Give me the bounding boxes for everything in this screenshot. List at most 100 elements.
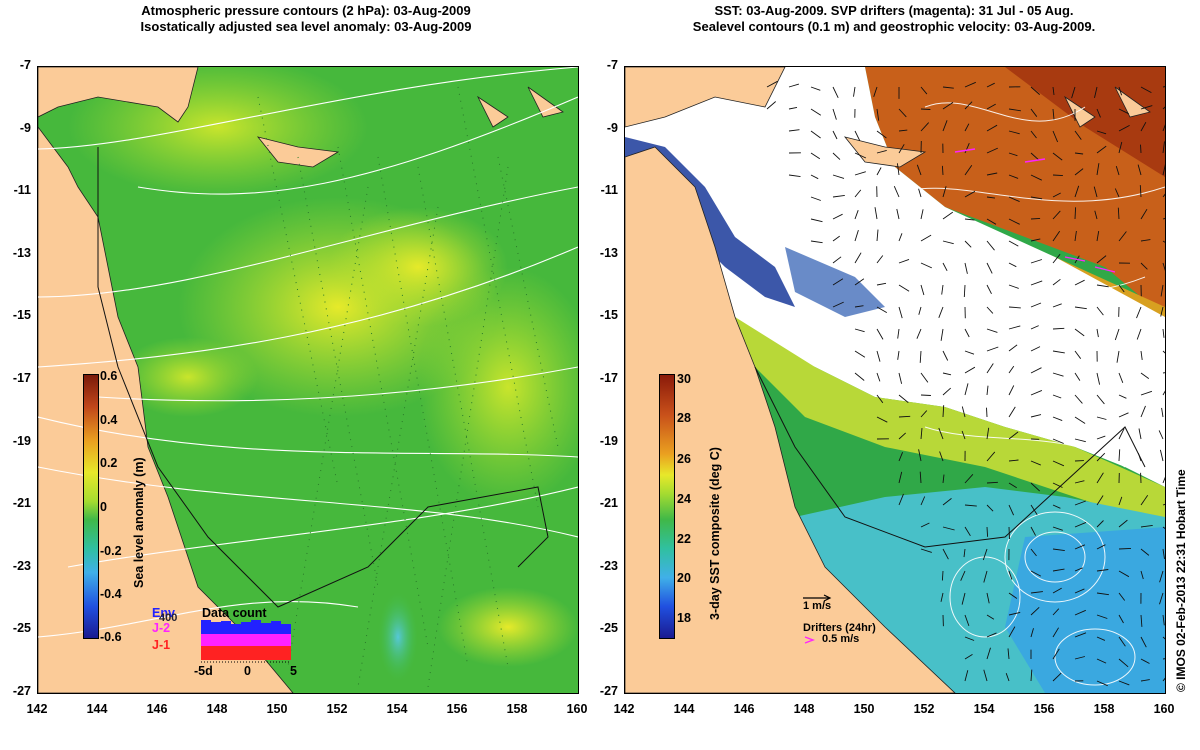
velocity-arrow bbox=[832, 194, 845, 198]
velocity-arrow bbox=[938, 306, 944, 318]
velocity-arrow bbox=[916, 328, 922, 339]
velocity-arrow bbox=[942, 186, 947, 198]
velocity-arrow bbox=[1160, 284, 1164, 297]
velocity-arrow bbox=[1140, 372, 1150, 379]
velocity-arrow bbox=[810, 174, 819, 180]
velocity-arrow bbox=[1118, 394, 1127, 399]
velocity-arrow bbox=[1008, 284, 1019, 289]
velocity-arrow bbox=[876, 255, 884, 264]
velocity-arrow bbox=[832, 256, 842, 264]
velocity-arrow bbox=[942, 548, 949, 560]
velocity-arrow bbox=[964, 81, 976, 88]
new-guinea-landmass bbox=[625, 67, 786, 128]
velocity-arrow bbox=[963, 284, 966, 298]
velocity-arrow bbox=[1096, 163, 1100, 176]
velocity-arrow bbox=[1162, 240, 1165, 243]
velocity-arrow bbox=[942, 387, 952, 396]
velocity-arrow bbox=[896, 208, 900, 220]
velocity-arrow bbox=[832, 130, 838, 140]
velocity-scale-arrow bbox=[803, 594, 832, 602]
velocity-arrow bbox=[1118, 680, 1130, 686]
velocity-arrow bbox=[1008, 365, 1015, 374]
velocity-arrow bbox=[942, 240, 954, 245]
australia-landmass bbox=[38, 67, 294, 693]
velocity-arrow bbox=[1005, 673, 1010, 682]
australia-landmass bbox=[625, 146, 956, 693]
velocity-arrow bbox=[1140, 405, 1146, 418]
velocity-arrow bbox=[1162, 526, 1165, 530]
velocity-arrow bbox=[1074, 609, 1086, 616]
velocity-arrow bbox=[810, 240, 823, 244]
left-cbar-tick: 0.4 bbox=[100, 413, 118, 427]
velocity-arrow bbox=[1118, 412, 1129, 418]
velocity-arrow bbox=[1118, 519, 1128, 528]
left-cbar-tick: -0.4 bbox=[100, 587, 122, 601]
velocity-arrow bbox=[986, 284, 992, 295]
velocity-arrow bbox=[918, 188, 922, 198]
left-cbar-tick: 0.2 bbox=[100, 456, 118, 470]
velocity-arrow bbox=[920, 522, 930, 528]
velocity-arrow bbox=[1008, 611, 1021, 616]
velocity-arrow bbox=[1052, 210, 1061, 220]
velocity-arrow bbox=[876, 306, 888, 313]
velocity-arrow bbox=[854, 350, 866, 358]
velocity-arrow bbox=[1118, 428, 1125, 440]
velocity-arrow bbox=[1030, 591, 1043, 594]
velocity-arrow bbox=[942, 474, 945, 484]
velocity-arrow bbox=[1074, 416, 1086, 424]
velocity-arrow bbox=[1115, 165, 1120, 176]
velocity-arrow bbox=[1030, 130, 1037, 139]
velocity-arrow bbox=[1052, 130, 1059, 143]
velocity-arrow bbox=[1136, 306, 1142, 319]
velocity-arrow bbox=[1074, 500, 1086, 506]
velocity-arrow bbox=[1096, 306, 1104, 316]
velocity-arrow bbox=[876, 167, 882, 176]
y-tick-label: -7 bbox=[606, 58, 618, 72]
velocity-arrow bbox=[1162, 476, 1165, 484]
velocity-arrow bbox=[1008, 306, 1021, 309]
velocity-arrow bbox=[986, 103, 996, 110]
velocity-arrow bbox=[1030, 217, 1041, 220]
velocity-arrow bbox=[832, 108, 837, 120]
velocity-arrow bbox=[1008, 108, 1021, 112]
drifter-scale-arrow bbox=[804, 636, 815, 644]
velocity-arrow bbox=[1093, 186, 1098, 198]
velocity-arrow bbox=[1074, 130, 1082, 140]
velocity-arrow bbox=[1114, 328, 1120, 341]
velocity-arrow bbox=[1096, 108, 1101, 118]
velocity-arrow bbox=[964, 101, 973, 110]
velocity-arrow bbox=[1030, 606, 1040, 616]
sat-j1-label: J-1 bbox=[152, 638, 171, 652]
velocity-arrow bbox=[1052, 438, 1064, 444]
velocity-arrow bbox=[1162, 218, 1165, 220]
x-tick-label: 160 bbox=[1153, 702, 1175, 716]
velocity-arrow bbox=[1074, 207, 1077, 220]
velocity-arrow bbox=[1052, 460, 1065, 467]
velocity-arrow bbox=[1162, 328, 1165, 338]
velocity-arrow bbox=[1030, 367, 1042, 374]
velocity-arrow bbox=[1052, 152, 1063, 161]
y-tick-label: -21 bbox=[12, 496, 31, 511]
y-tick-label: -15 bbox=[599, 308, 618, 323]
velocity-arrow bbox=[788, 83, 800, 88]
velocity-arrow bbox=[964, 654, 973, 660]
velocity-arrow bbox=[876, 416, 888, 423]
velocity-arrow bbox=[1074, 567, 1083, 572]
velocity-arrow bbox=[1096, 130, 1107, 135]
velocity-arrow bbox=[961, 430, 966, 440]
velocity-arrow bbox=[986, 240, 995, 251]
velocity-arrow bbox=[1030, 86, 1040, 95]
velocity-arrow bbox=[898, 493, 904, 506]
velocity-arrow bbox=[1074, 656, 1086, 660]
velocity-arrow bbox=[961, 592, 966, 605]
velocity-arrow bbox=[939, 451, 944, 462]
velocity-arrow bbox=[986, 385, 989, 396]
left-colorbar-label: Sea level anomaly (m) bbox=[132, 457, 146, 588]
velocity-arrow bbox=[986, 614, 995, 620]
isobath bbox=[97, 147, 549, 608]
velocity-arrow bbox=[964, 366, 976, 374]
velocity-arrow bbox=[893, 186, 900, 198]
velocity-arrow bbox=[1074, 306, 1087, 310]
x-tick-label: 142 bbox=[26, 702, 48, 716]
velocity-arrow bbox=[1052, 627, 1059, 638]
